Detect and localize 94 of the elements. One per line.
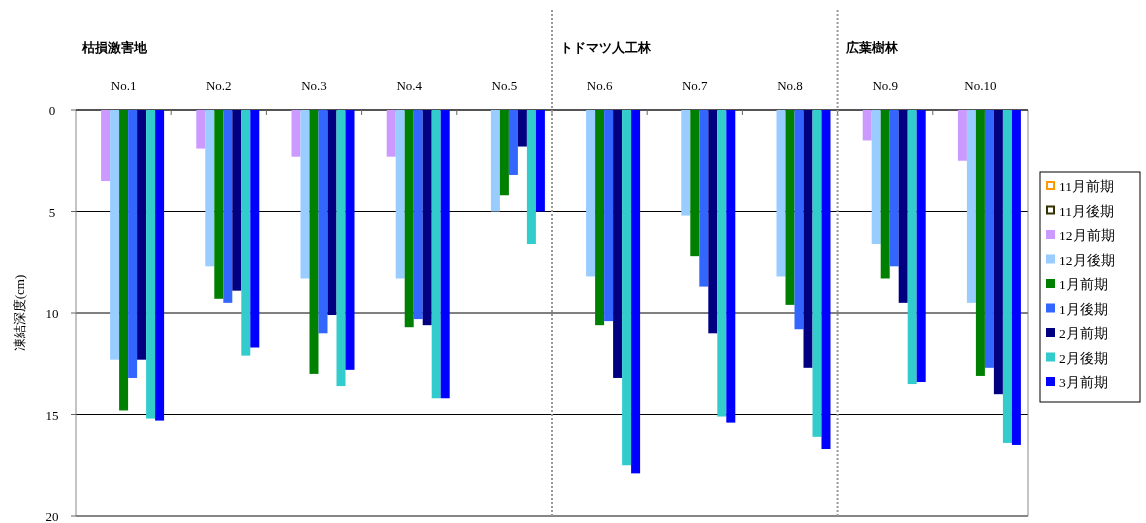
x-tick-label: No.6 xyxy=(586,78,613,93)
bar xyxy=(993,110,1003,395)
bar xyxy=(613,110,623,378)
bar xyxy=(336,110,346,387)
y-axis-title: 凍結深度(cm) xyxy=(12,274,27,352)
bar xyxy=(717,110,727,417)
y-tick-label: 5 xyxy=(48,204,56,220)
bar xyxy=(1002,110,1012,443)
bar xyxy=(690,110,700,257)
bar xyxy=(821,110,831,450)
x-tick-label: No.4 xyxy=(396,78,423,93)
bar xyxy=(404,110,414,328)
x-tick-label: No.9 xyxy=(872,78,899,93)
bar xyxy=(880,110,890,279)
bar xyxy=(128,110,138,378)
bar xyxy=(300,110,310,279)
bar xyxy=(776,110,786,277)
bar xyxy=(318,110,328,334)
bar xyxy=(699,110,709,287)
x-tick-label: No.1 xyxy=(110,78,137,93)
bar xyxy=(395,110,405,279)
legend-label: 12月後期 xyxy=(1059,252,1115,268)
legend-label: 11月前期 xyxy=(1059,179,1114,194)
bar xyxy=(595,110,605,326)
bar xyxy=(386,110,396,157)
bar xyxy=(196,110,206,149)
bar xyxy=(431,110,441,399)
bar xyxy=(708,110,718,334)
bar xyxy=(871,110,881,244)
x-tick-label: No.3 xyxy=(301,78,327,93)
bar xyxy=(119,110,129,411)
bar xyxy=(1011,110,1021,445)
bar xyxy=(916,110,926,383)
y-tick-label: 20 xyxy=(45,509,59,523)
bar xyxy=(101,110,111,182)
bar xyxy=(785,110,795,305)
y-tick-label: 0 xyxy=(48,103,56,118)
bar xyxy=(975,110,985,376)
bar xyxy=(803,110,813,368)
bar xyxy=(155,110,165,421)
bar xyxy=(241,110,251,356)
bar xyxy=(889,110,899,267)
bar xyxy=(327,110,337,316)
bar xyxy=(422,110,432,326)
bar xyxy=(490,110,500,212)
text: 枯損激害地 xyxy=(81,40,148,55)
bar xyxy=(110,110,120,360)
legend-label: 2月後期 xyxy=(1059,350,1108,366)
x-tick-label: No.8 xyxy=(777,78,803,93)
bar xyxy=(440,110,450,399)
bar xyxy=(309,110,319,374)
bar xyxy=(345,110,355,370)
bar xyxy=(907,110,917,385)
bar xyxy=(862,110,872,141)
bar xyxy=(966,110,976,303)
legend-label: 1月前期 xyxy=(1059,277,1108,292)
x-tick-label: No.10 xyxy=(964,78,997,93)
x-tick-label: No.7 xyxy=(681,78,709,93)
bar xyxy=(812,110,822,437)
bar xyxy=(586,110,596,277)
bar xyxy=(291,110,301,157)
bar xyxy=(250,110,260,348)
bar xyxy=(984,110,994,368)
bar xyxy=(622,110,632,466)
bar xyxy=(794,110,804,330)
legend-label: 2月前期 xyxy=(1059,326,1108,341)
text: トドマツ人工林 xyxy=(560,40,652,55)
legend-label: 1月後期 xyxy=(1059,301,1108,317)
legend-label: 11月後期 xyxy=(1059,203,1114,219)
bar xyxy=(232,110,242,291)
bar xyxy=(898,110,908,303)
y-tick-label: 10 xyxy=(45,306,59,321)
bar xyxy=(499,110,509,196)
bar xyxy=(631,110,641,474)
bar xyxy=(214,110,224,299)
bar xyxy=(508,110,518,175)
x-tick-label: No.2 xyxy=(205,78,232,93)
bar xyxy=(137,110,147,360)
bar xyxy=(604,110,614,322)
bar xyxy=(146,110,156,419)
text: 広葉樹林 xyxy=(844,40,899,55)
bar xyxy=(957,110,967,161)
legend-label: 3月前期 xyxy=(1059,375,1108,390)
bar xyxy=(413,110,423,320)
bar xyxy=(726,110,736,423)
y-tick-label: 15 xyxy=(45,407,59,423)
bar xyxy=(517,110,527,147)
bar xyxy=(526,110,536,244)
legend-label: 12月前期 xyxy=(1059,228,1115,243)
bar xyxy=(223,110,233,303)
x-tick-label: No.5 xyxy=(491,78,518,93)
bar xyxy=(535,110,545,212)
bar xyxy=(681,110,691,216)
bar xyxy=(205,110,215,267)
